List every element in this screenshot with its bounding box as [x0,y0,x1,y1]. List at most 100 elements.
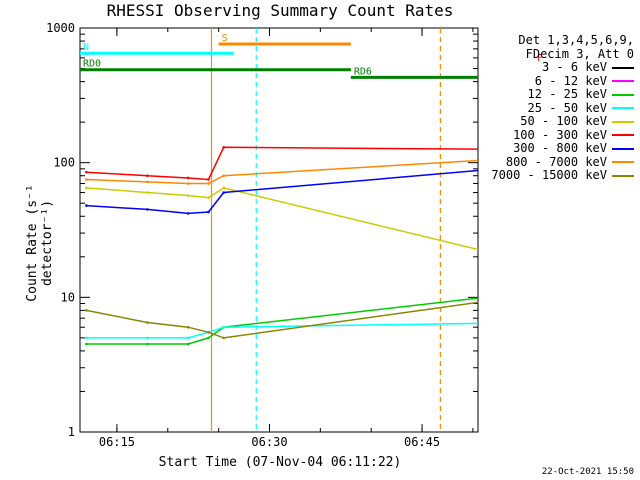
data-point [85,336,88,340]
data-point [85,186,88,190]
mode-bar-label: RD0 [83,59,101,70]
x-tick-label: 06:30 [251,435,287,449]
legend-entry: 3 - 6 keV [491,60,634,75]
data-point [146,191,149,194]
legend-label: 25 - 50 keV [527,100,607,115]
data-point [594,317,597,320]
data-point [533,290,536,293]
data-point [222,336,226,340]
data-point [146,342,149,346]
data-point [594,309,597,312]
series-line-8 [86,301,478,339]
legend-label: 7000 - 15000 keV [491,168,607,182]
data-point [146,208,149,211]
data-point [634,202,637,205]
legend-swatch [612,93,634,96]
data-point [207,330,210,334]
data-point [186,176,190,180]
mode-bar-label: F [537,53,543,64]
legend-entry: 50 - 100 keV [491,114,634,129]
legend-swatch [612,66,634,69]
data-point [594,232,597,235]
x-axis-label: Start Time (07-Nov-04 06:11:22) [158,455,402,470]
chart-title: RHESSI Observing Summary Count Rates [106,1,454,20]
data-point [186,194,190,197]
data-point [634,331,637,334]
data-point [533,321,536,324]
y-tick-label: 1000 [46,21,75,35]
data-point [186,342,190,346]
mode-bar-label: RD6 [354,66,372,77]
data-point [146,336,149,340]
data-point [146,174,149,178]
legend-label: 300 - 800 keV [513,141,607,155]
data-point [85,170,88,174]
data-point [533,293,536,296]
data-point [553,265,556,268]
legend-entry: 300 - 800 keV [491,141,634,156]
data-point [594,250,597,253]
y-axis-label: Count Rate (s⁻¹ detector⁻¹) [25,184,55,302]
series-line-3 [86,322,478,339]
y-tick-label: 100 [53,156,75,170]
x-tick-label: 06:15 [99,435,135,449]
data-point [594,276,597,279]
data-point [634,164,637,167]
data-point [222,146,226,149]
data-point [533,272,536,275]
legend: Det 1,3,4,5,6,9, FDecim 3, Att 0 3 - 6 k… [491,33,634,183]
legend-header-line-1: Det 1,3,4,5,6,9, [518,33,634,47]
data-point [207,182,210,185]
data-point [222,186,226,190]
data-point [186,212,190,215]
series-line-2 [86,297,478,345]
data-point [186,182,190,185]
data-point [146,321,149,324]
data-point [146,180,149,184]
legend-header-line-2: FDecim 3, Att 0 [525,46,634,61]
data-point [186,336,190,340]
data-point [222,174,226,178]
legend-label: 800 - 7000 keV [505,154,607,169]
x-tick-label: 06:45 [404,435,440,449]
legend-entry: 7000 - 15000 keV [491,168,634,183]
legend-label: 50 - 100 keV [520,114,607,128]
legend-swatch [612,80,634,83]
legend-swatch [612,174,634,177]
y-tick-label: 1 [68,425,75,439]
legend-entry: 800 - 7000 keV [491,154,634,170]
data-point [207,336,210,340]
data-point [553,302,556,305]
legend-label: 12 - 25 keV [527,87,607,101]
series-line-5 [86,146,478,181]
mode-bar-label: N [83,42,89,53]
legend-label: 100 - 300 keV [513,127,607,142]
series-line-7 [86,159,478,185]
legend-label: 6 - 12 keV [534,73,607,88]
legend-label: 3 - 6 keV [541,60,607,74]
data-point [553,302,556,305]
data-point [85,309,88,312]
y-tick-label: 10 [61,290,75,304]
data-point [553,245,556,248]
mode-bar-label: S [222,33,228,44]
data-point [222,325,226,329]
legend-entry: 12 - 25 keV [491,87,634,102]
series-line-4 [86,187,478,251]
series-line-6 [86,169,478,215]
data-point [85,204,88,207]
data-point [634,182,637,185]
data-point [634,296,637,299]
legend-entry: 100 - 300 keV [491,127,634,143]
legend-entry: 25 - 50 keV [491,100,634,116]
legend-swatch [612,161,634,164]
date-stamp: 22-Oct-2021 15:50 [541,467,634,477]
data-point [85,342,88,346]
data-point [533,236,536,239]
plot-frame [79,27,479,433]
legend-entry: 6 - 12 keV [491,73,634,89]
data-point [553,326,556,329]
data-point [222,191,226,194]
legend-swatch [612,107,634,110]
